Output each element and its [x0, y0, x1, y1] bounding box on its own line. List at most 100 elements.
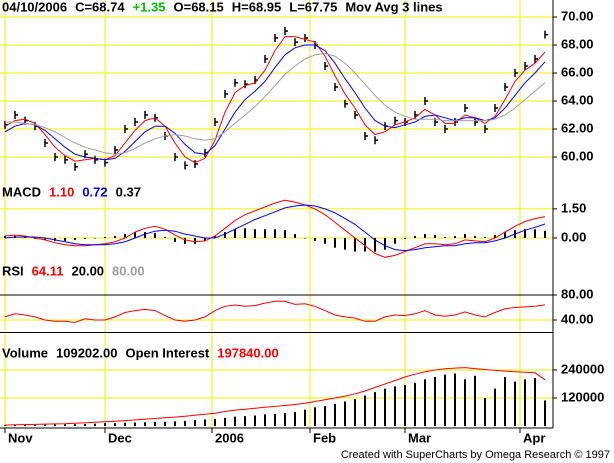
y-tick-label: 68.00	[561, 36, 594, 51]
bar	[284, 413, 286, 426]
bar	[474, 236, 476, 238]
bar	[64, 237, 66, 241]
bar	[274, 229, 276, 238]
x-tick-label: Dec	[108, 430, 132, 445]
bar	[324, 237, 326, 244]
y-tick-label: 62.00	[561, 120, 594, 135]
y-tick-label: 60.00	[561, 148, 594, 163]
bar	[44, 424, 46, 426]
bar	[174, 237, 176, 242]
panel-header: +1.35	[133, 0, 166, 14]
bar	[154, 421, 156, 426]
bar	[534, 378, 536, 426]
bar	[14, 425, 16, 426]
bar	[214, 236, 216, 238]
series-line	[4, 300, 546, 324]
y-tick-label: 66.00	[561, 64, 594, 79]
bar	[134, 422, 136, 426]
bar	[184, 237, 186, 244]
bar	[74, 237, 76, 240]
y-tick-label: 120000	[561, 389, 604, 404]
panel-header: Open Interest	[125, 345, 209, 360]
bar	[4, 236, 6, 238]
bar	[4, 425, 6, 426]
bar	[204, 419, 206, 426]
series-line	[4, 44, 546, 161]
bar	[224, 232, 226, 238]
panel-header: Mov Avg 3 lines	[345, 0, 442, 14]
bar	[524, 229, 526, 238]
bar	[144, 422, 146, 426]
bar	[294, 411, 296, 426]
bar	[404, 385, 406, 426]
panel-header: C=68.74	[75, 0, 125, 14]
y-tick-label: 80.00	[561, 286, 594, 301]
bar	[304, 409, 306, 426]
panel-header: 20.00	[72, 263, 105, 278]
bar	[354, 399, 356, 426]
bar	[94, 237, 96, 239]
bar	[224, 417, 226, 426]
bar	[134, 232, 136, 238]
bar	[264, 414, 266, 426]
bar	[254, 229, 256, 238]
series-line	[4, 204, 546, 252]
bar	[94, 423, 96, 426]
bar	[334, 237, 336, 248]
bar	[454, 236, 456, 238]
x-tick-label: 2006	[215, 430, 244, 445]
bar	[84, 423, 86, 426]
bar	[44, 237, 46, 240]
bar	[244, 416, 246, 426]
bar	[514, 381, 516, 426]
panel-header: 109202.00	[56, 345, 117, 360]
panel-header: RSI	[2, 263, 24, 278]
bar	[64, 424, 66, 426]
bar	[494, 388, 496, 426]
bar	[404, 237, 406, 239]
bar	[334, 403, 336, 426]
panel-header: H=68.95	[232, 0, 282, 14]
bar	[84, 237, 86, 239]
bar	[524, 379, 526, 426]
panel-header: 0.37	[116, 184, 141, 199]
bar	[154, 233, 156, 238]
bar	[484, 397, 486, 426]
bar	[414, 382, 416, 426]
bar	[144, 232, 146, 238]
panel-header: L=67.75	[289, 0, 337, 14]
bar	[214, 418, 216, 426]
bar	[114, 236, 116, 238]
panel-header: 04/10/2006	[2, 0, 67, 14]
y-tick-label: 240000	[561, 361, 604, 376]
bar	[374, 237, 376, 252]
x-tick-label: Apr	[523, 430, 545, 445]
bar	[414, 236, 416, 238]
bar	[364, 395, 366, 426]
bar	[314, 407, 316, 426]
panel-header: 0.72	[82, 184, 107, 199]
bar	[184, 420, 186, 426]
series-line	[4, 36, 546, 164]
bar	[294, 234, 296, 238]
bar	[434, 235, 436, 238]
bar	[484, 236, 486, 238]
series-line	[4, 367, 546, 426]
panel-header: 1.10	[49, 184, 74, 199]
panel-header: 80.00	[112, 263, 145, 278]
bar	[324, 406, 326, 426]
bar	[444, 236, 446, 238]
bar	[434, 376, 436, 426]
bar	[464, 379, 466, 426]
bar	[264, 229, 266, 238]
y-tick-label: 0.00	[561, 229, 586, 244]
bar	[424, 379, 426, 426]
panel-header: MACD	[2, 184, 41, 199]
bar	[244, 228, 246, 238]
bar	[534, 229, 536, 238]
y-tick-label: 1.50	[561, 200, 586, 215]
panel-header: 197840.00	[217, 345, 278, 360]
bar	[174, 421, 176, 426]
bar	[394, 237, 396, 244]
bar	[204, 237, 206, 241]
